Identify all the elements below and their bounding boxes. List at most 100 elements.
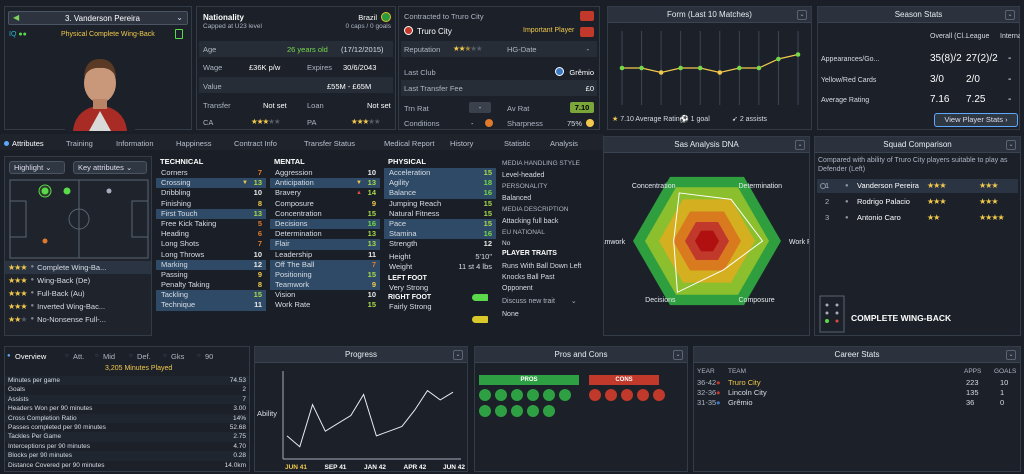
career-team[interactable]: Grêmio	[728, 398, 753, 407]
attribute-row[interactable]: Decisions 16	[270, 218, 380, 230]
attribute-row[interactable]: Anticipation ▼ 13	[270, 178, 380, 189]
info-icon[interactable]: ●	[30, 303, 35, 309]
attribute-row[interactable]: Long Shots 7	[156, 239, 266, 249]
form-point[interactable]	[678, 65, 683, 71]
attribute-row[interactable]: Corners 7	[156, 168, 266, 178]
squad-row[interactable]: 2 ● Rodrigo Palacio ★★★ ★★★	[817, 195, 1018, 209]
selected-radio-icon[interactable]	[820, 183, 826, 189]
tab-training[interactable]: Training	[66, 139, 93, 148]
radio-icon[interactable]: ○	[197, 353, 201, 359]
attribute-row[interactable]: Acceleration 15	[384, 168, 496, 179]
tab-information[interactable]: Information	[116, 139, 154, 148]
last-club-value[interactable]: Grêmio	[569, 68, 594, 77]
overview-tab[interactable]: 90	[205, 352, 214, 361]
role-item[interactable]: ★★ ★ ● No-Nonsense Full-...	[5, 313, 151, 326]
form-point[interactable]	[795, 52, 801, 57]
radio-icon[interactable]: ○	[129, 353, 133, 359]
highlight-dropdown[interactable]: Highlight ⌄	[9, 161, 65, 174]
attribute-row[interactable]: Composure 9	[270, 199, 380, 209]
attribute-row[interactable]: Strength 12	[384, 239, 496, 249]
dribble-icon[interactable]	[543, 405, 555, 417]
form-point[interactable]	[737, 65, 742, 71]
form-point[interactable]	[658, 70, 664, 75]
form-point[interactable]	[619, 65, 625, 71]
attribute-row[interactable]: Off The Ball 7	[270, 259, 380, 270]
player-selector[interactable]: ◀ 3. Vanderson Pereira ⌄	[8, 11, 188, 25]
shot-icon[interactable]	[637, 389, 649, 401]
cross-icon[interactable]	[543, 389, 555, 401]
chain-icon[interactable]	[527, 405, 539, 417]
attribute-row[interactable]: Positioning 15	[270, 269, 380, 281]
info-icon[interactable]: ●	[30, 264, 35, 270]
attribute-row[interactable]: Leadership 11	[270, 250, 380, 260]
attribute-row[interactable]: Penalty Taking 8	[156, 280, 266, 290]
attribute-row[interactable]: Heading 6	[156, 229, 266, 239]
boot-icon[interactable]	[511, 389, 523, 401]
tab-analysis[interactable]: Analysis	[550, 139, 578, 148]
form-point[interactable]	[697, 65, 703, 71]
role-item[interactable]: ★★★ ● Wing-Back (De)	[5, 274, 151, 287]
tab-happiness[interactable]: Happiness	[176, 139, 212, 148]
star-icon[interactable]	[479, 389, 491, 401]
medical-icon[interactable]	[653, 389, 665, 401]
info-icon[interactable]: ●	[30, 290, 35, 296]
contract-club[interactable]: Truro City	[417, 27, 452, 36]
attribute-row[interactable]: Bravery ▲ 14	[270, 188, 380, 198]
form-point[interactable]	[717, 70, 723, 75]
tab-statistic[interactable]: Statistic	[504, 139, 531, 148]
role-item[interactable]: ★★★ ● Inverted Wing-Bac...	[5, 300, 151, 313]
chevron-down-icon[interactable]: ⌄	[176, 13, 183, 22]
overview-tab[interactable]: Mid	[103, 352, 116, 361]
attribute-row[interactable]: Work Rate 15	[270, 300, 380, 310]
squad-player-name[interactable]: Antonio Caro	[857, 213, 901, 222]
target-icon[interactable]	[495, 405, 507, 417]
squad-row[interactable]: 1 ● Vanderson Pereira ★★★ ★★★	[817, 179, 1018, 193]
overview-tab[interactable]: Gks	[171, 352, 185, 361]
squad-player-name[interactable]: Rodrigo Palacio	[857, 197, 910, 206]
squad-row[interactable]: 3 ● Antonio Caro ★★ ★★★★	[817, 211, 1018, 225]
career-team[interactable]: Lincoln City	[728, 388, 767, 397]
form-point[interactable]	[756, 65, 762, 71]
overview-tab[interactable]: Def.	[137, 352, 151, 361]
chevron-down-icon[interactable]: ⌄	[1006, 350, 1016, 360]
attribute-row[interactable]: Finishing 8	[156, 199, 266, 209]
attribute-row[interactable]: Marking 12	[156, 259, 266, 270]
info-icon[interactable]: ●	[30, 316, 35, 322]
whistle-icon[interactable]	[479, 405, 491, 417]
chevron-down-icon[interactable]: ⌄	[673, 350, 683, 360]
tab-medical-report[interactable]: Medical Report	[384, 139, 435, 148]
attribute-row[interactable]: Jumping Reach 15	[384, 199, 496, 209]
attribute-row[interactable]: Natural Fitness 15	[384, 209, 496, 219]
attribute-row[interactable]: First Touch 13	[156, 208, 266, 219]
role-item[interactable]: ★★★ ● Complete Wing-Ba...	[5, 261, 151, 274]
overview-tab[interactable]: Att.	[73, 352, 85, 361]
chevron-down-icon[interactable]: ⌄	[795, 140, 805, 150]
tab-contract-info[interactable]: Contract Info	[234, 139, 277, 148]
overview-tab[interactable]: Overview	[15, 352, 47, 361]
attribute-row[interactable]: Pace 15	[384, 218, 496, 230]
form-point[interactable]	[639, 65, 644, 71]
transfer-value[interactable]: Not set	[263, 101, 287, 110]
attribute-row[interactable]: Technique 11	[156, 300, 266, 311]
header-icon[interactable]	[621, 389, 633, 401]
discuss-trait-button[interactable]: Discuss new trait ⌄	[502, 298, 577, 305]
attribute-row[interactable]: Free Kick Taking 5	[156, 219, 266, 229]
role-item[interactable]: ★★★ ● Full-Back (Au)	[5, 287, 151, 300]
tab-transfer-status[interactable]: Transfer Status	[304, 139, 355, 148]
radio-selected-icon[interactable]: ●	[7, 353, 11, 359]
chevron-down-icon[interactable]: ⌄	[1005, 10, 1015, 20]
speed-icon[interactable]	[511, 405, 523, 417]
attribute-row[interactable]: Flair 13	[270, 239, 380, 250]
info-icon[interactable]: ●	[30, 277, 35, 283]
tab-history[interactable]: History	[450, 139, 474, 148]
loan-value[interactable]: Not set	[367, 101, 391, 110]
leadership-icon[interactable]	[495, 389, 507, 401]
stamina-icon[interactable]	[559, 389, 571, 401]
tackle-icon[interactable]	[527, 389, 539, 401]
attribute-row[interactable]: Agility 18	[384, 178, 496, 189]
attribute-row[interactable]: Tackling 15	[156, 290, 266, 301]
key-attributes-dropdown[interactable]: Key attributes ⌄	[73, 161, 147, 174]
attribute-row[interactable]: Long Throws 10	[156, 250, 266, 260]
radio-icon[interactable]: ○	[163, 353, 167, 359]
tab-attributes[interactable]: Attributes	[12, 139, 44, 148]
